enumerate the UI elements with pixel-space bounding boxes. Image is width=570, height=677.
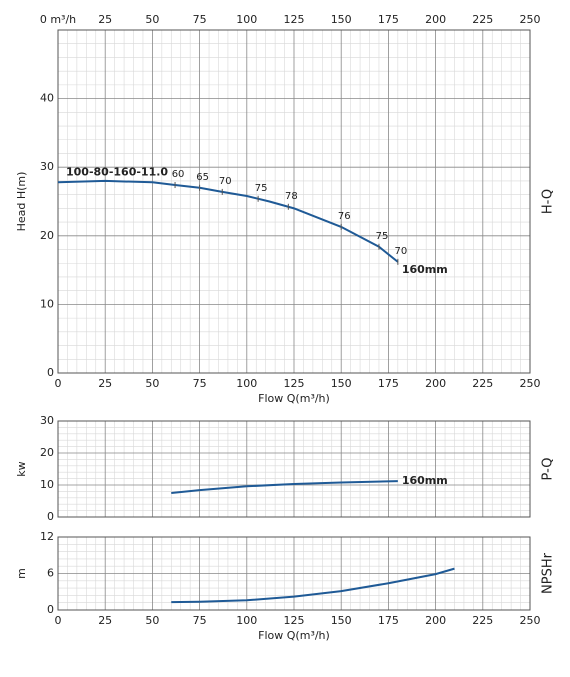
efficiency-label: 60 xyxy=(172,169,185,180)
y-tick-label: 20 xyxy=(40,229,54,242)
x-tick-label: 225 xyxy=(472,614,493,627)
x-tick-label: 75 xyxy=(193,377,207,390)
x-tick-label: 0 xyxy=(55,614,62,627)
y-tick-label: 12 xyxy=(40,530,54,543)
y-tick-label: 10 xyxy=(40,478,54,491)
x-tick-label: 25 xyxy=(98,614,112,627)
x-tick-label: 100 xyxy=(236,377,257,390)
curve xyxy=(171,480,398,494)
efficiency-label: 78 xyxy=(285,191,298,202)
x-tick-label: 250 xyxy=(520,377,541,390)
x2-tick-label: 0 m³/h xyxy=(40,13,76,26)
x-axis-label: Flow Q(m³/h) xyxy=(258,392,330,405)
curve xyxy=(57,179,399,263)
series-name: 160mm xyxy=(402,474,448,487)
x-tick-label: 175 xyxy=(378,614,399,627)
side-label: P-Q xyxy=(541,458,556,481)
x-tick-label: 125 xyxy=(284,377,305,390)
plot-frame xyxy=(57,536,531,611)
efficiency-label: 70 xyxy=(394,246,407,257)
efficiency-label: 75 xyxy=(376,231,389,242)
x2-tick-label: 25 xyxy=(98,13,112,26)
y-axis-label: m xyxy=(15,568,28,579)
y-tick-label: 20 xyxy=(40,446,54,459)
efficiency-label: 65 xyxy=(196,172,209,183)
x-tick-label: 225 xyxy=(472,377,493,390)
x-tick-label: 150 xyxy=(331,614,352,627)
x2-tick-label: 75 xyxy=(193,13,207,26)
curve xyxy=(171,567,455,604)
y-axis-label: Head H(m) xyxy=(15,172,28,232)
series-name: 100-80-160-11.0 xyxy=(66,165,168,178)
y-tick-label: 0 xyxy=(47,366,54,379)
x-tick-label: 200 xyxy=(425,377,446,390)
side-label: NPSHr xyxy=(541,552,556,594)
x-tick-label: 200 xyxy=(425,614,446,627)
y-tick-label: 0 xyxy=(47,603,54,616)
x2-tick-label: 250 xyxy=(520,13,541,26)
y-tick-label: 0 xyxy=(47,510,54,523)
x-tick-label: 125 xyxy=(284,614,305,627)
side-label: H-Q xyxy=(541,189,556,214)
efficiency-label: 75 xyxy=(255,183,268,194)
x-tick-label: 250 xyxy=(520,614,541,627)
y-tick-label: 10 xyxy=(40,297,54,310)
x-tick-label: 75 xyxy=(193,614,207,627)
plot-frame xyxy=(57,29,531,374)
x2-tick-label: 175 xyxy=(378,13,399,26)
plot-frame xyxy=(57,420,531,518)
y-tick-label: 6 xyxy=(47,567,54,580)
x2-tick-label: 150 xyxy=(331,13,352,26)
efficiency-label: 76 xyxy=(338,211,351,222)
x-tick-label: 150 xyxy=(331,377,352,390)
y-axis-label: kw xyxy=(15,461,28,476)
y-tick-label: 30 xyxy=(40,160,54,173)
x-tick-label: 50 xyxy=(145,377,159,390)
y-tick-label: 40 xyxy=(40,92,54,105)
x2-tick-label: 200 xyxy=(425,13,446,26)
x2-tick-label: 125 xyxy=(284,13,305,26)
x-tick-label: 100 xyxy=(236,614,257,627)
x-tick-label: 25 xyxy=(98,377,112,390)
x-axis-label: Flow Q(m³/h) xyxy=(258,629,330,642)
y-tick-label: 30 xyxy=(40,414,54,427)
x-tick-label: 175 xyxy=(378,377,399,390)
x-tick-label: 0 xyxy=(55,377,62,390)
x2-tick-label: 50 xyxy=(145,13,159,26)
end-label: 160mm xyxy=(402,263,448,276)
x-tick-label: 50 xyxy=(145,614,159,627)
x2-tick-label: 225 xyxy=(472,13,493,26)
efficiency-label: 70 xyxy=(219,176,232,187)
x2-tick-label: 100 xyxy=(236,13,257,26)
